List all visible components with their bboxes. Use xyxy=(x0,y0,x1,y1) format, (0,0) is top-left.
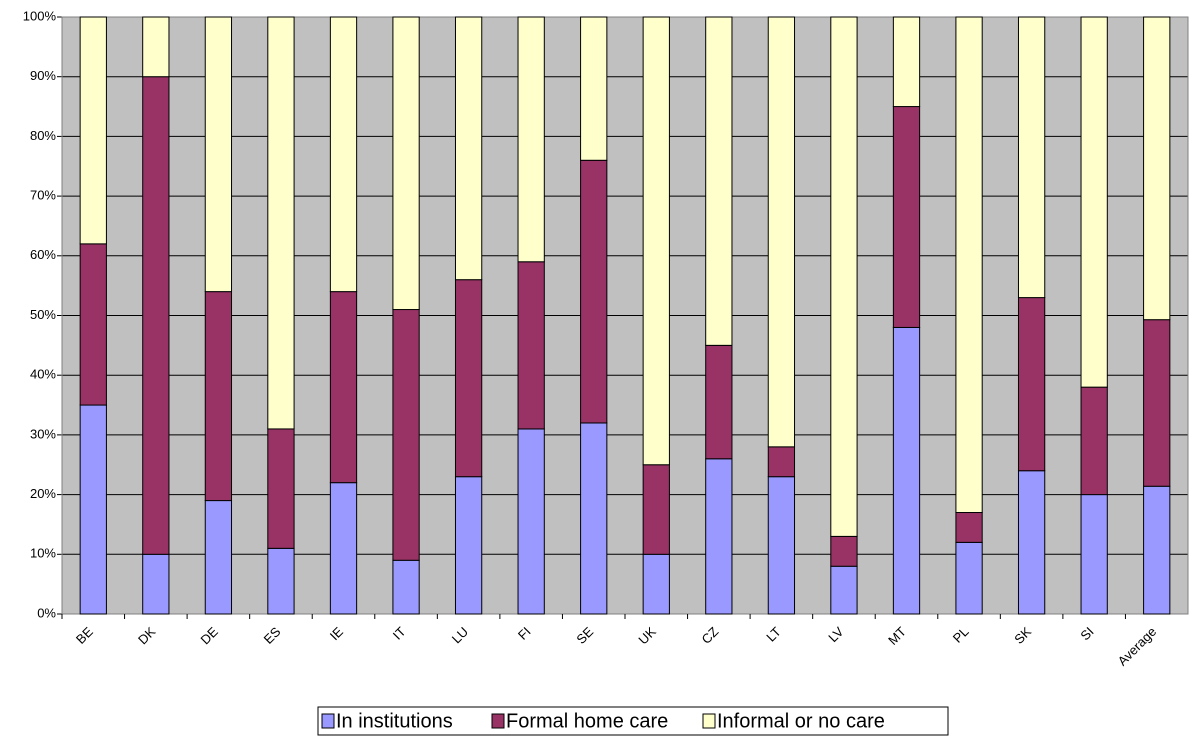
bar-segment xyxy=(142,16,170,78)
legend-label: Formal home care xyxy=(506,710,668,732)
bar-segment xyxy=(1017,16,1046,299)
bar-segment xyxy=(1017,470,1046,615)
bar-segment xyxy=(517,261,545,430)
x-tick-label: Average xyxy=(1115,624,1160,669)
bar-segment xyxy=(79,16,107,245)
bar-segment xyxy=(1143,16,1171,321)
x-tick-label: CZ xyxy=(699,624,722,647)
legend-label: In institutions xyxy=(336,710,453,732)
bar-segment xyxy=(392,16,420,311)
x-tick-label: UK xyxy=(635,624,659,648)
bar-segment xyxy=(705,344,733,460)
x-tick-label: DK xyxy=(135,624,159,648)
x-tick-label: SK xyxy=(1011,624,1034,647)
x-tick-label: MT xyxy=(885,624,909,648)
bar-segment xyxy=(329,291,358,484)
bar-segment xyxy=(830,535,858,567)
x-tick-label: BE xyxy=(73,624,96,647)
bar-segment xyxy=(1017,297,1046,472)
bar-segment xyxy=(142,76,170,555)
bar-segment xyxy=(705,458,733,615)
x-tick-label: SI xyxy=(1077,624,1096,643)
y-tick-label: 70% xyxy=(30,188,56,203)
bar-segment xyxy=(767,16,796,448)
x-tick-label: SE xyxy=(573,624,596,647)
y-tick-label: 0% xyxy=(37,605,56,620)
legend-swatch xyxy=(491,713,505,729)
bar-segment xyxy=(642,16,670,466)
bar-segment xyxy=(142,553,170,615)
x-tick-label: LT xyxy=(763,624,784,645)
bar-segment xyxy=(454,476,483,615)
x-tick-label: ES xyxy=(261,624,284,647)
bar-segment xyxy=(580,422,608,615)
bar-segment xyxy=(79,243,107,406)
bar-segment xyxy=(392,559,420,615)
legend: In institutions Formal home care Informal … xyxy=(317,706,949,736)
legend-swatch xyxy=(321,713,335,729)
x-tick-label: LV xyxy=(825,624,846,645)
y-tick-label: 20% xyxy=(30,486,56,501)
bar-segment xyxy=(892,16,921,108)
x-tick-label: PL xyxy=(950,624,972,646)
bar-segment xyxy=(267,16,295,430)
bar-segment xyxy=(955,16,983,514)
x-tick-label: DE xyxy=(198,624,222,648)
bar-segment xyxy=(767,476,796,615)
bar-segment xyxy=(830,565,858,615)
bar-segment xyxy=(892,106,921,328)
bar-segment xyxy=(329,16,358,293)
bar-segment xyxy=(1143,485,1171,615)
bar-segment xyxy=(1143,319,1171,487)
x-tick-label: IT xyxy=(390,624,409,643)
x-tick-label: FI xyxy=(515,624,534,643)
legend-box xyxy=(317,706,949,736)
bar-segment xyxy=(580,16,608,161)
bar-segment xyxy=(892,326,921,615)
legend-swatch xyxy=(702,713,716,729)
bar-segment xyxy=(454,279,483,478)
bar-segment xyxy=(830,16,858,537)
bar-segment xyxy=(955,512,983,543)
bar-segment xyxy=(1080,386,1108,496)
legend-label: Informal or no care xyxy=(717,710,885,732)
bar-segment xyxy=(517,16,545,263)
x-tick-label: LU xyxy=(449,624,471,646)
bar-segment xyxy=(79,404,107,615)
bar-segment xyxy=(767,446,796,478)
bar-segment xyxy=(1080,16,1108,388)
bar-segment xyxy=(392,309,420,561)
y-tick-label: 30% xyxy=(30,426,56,441)
bar-segment xyxy=(1080,494,1108,615)
bar-segment xyxy=(517,428,545,615)
y-tick-label: 90% xyxy=(30,68,56,83)
bar-segment xyxy=(267,547,295,615)
y-tick-label: 10% xyxy=(30,546,56,561)
bar-segment xyxy=(454,16,483,281)
bar-segment xyxy=(204,500,233,615)
y-tick-label: 80% xyxy=(30,128,56,143)
bar-segment xyxy=(705,16,733,346)
y-tick-label: 60% xyxy=(30,247,56,262)
bar-segment xyxy=(642,464,670,555)
bar-segment xyxy=(204,16,233,293)
bar-segment xyxy=(267,428,295,549)
bar-segment xyxy=(204,291,233,502)
bar-segment xyxy=(329,482,358,615)
x-tick-label: IE xyxy=(327,624,347,644)
y-tick-label: 100% xyxy=(23,8,57,23)
bar-segment xyxy=(642,553,670,615)
y-tick-label: 40% xyxy=(30,367,56,382)
bar-segment xyxy=(580,159,608,424)
bar-segment xyxy=(955,541,983,615)
y-tick-label: 50% xyxy=(30,307,56,322)
